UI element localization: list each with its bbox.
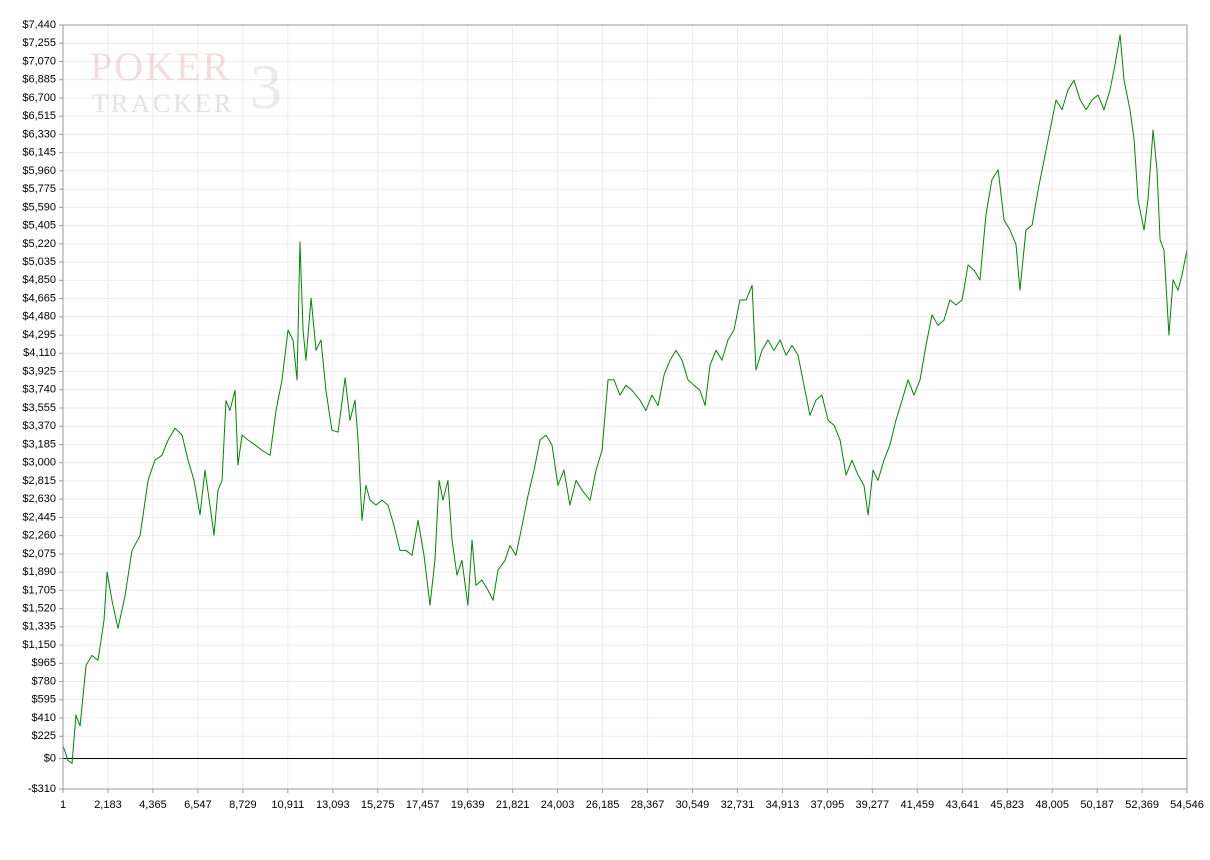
y-tick-label: $3,555 xyxy=(22,402,56,414)
x-tick-label: 19,639 xyxy=(451,799,485,811)
y-tick-label: $5,775 xyxy=(22,183,56,195)
plot-frame xyxy=(62,24,1188,790)
x-tick-label: 13,093 xyxy=(316,799,350,811)
x-tick-label: 17,457 xyxy=(406,799,440,811)
x-tick-label: 1 xyxy=(60,799,66,811)
y-tick-label: $1,520 xyxy=(22,603,56,615)
y-tick-label: $4,480 xyxy=(22,311,56,323)
x-tick-label: 4,365 xyxy=(139,799,167,811)
y-tick-label: -$310 xyxy=(28,783,56,795)
y-tick-label: $6,700 xyxy=(22,92,56,104)
x-tick-label: 28,367 xyxy=(631,799,665,811)
y-tick-label: $4,665 xyxy=(22,292,56,304)
y-tick-label: $1,890 xyxy=(22,566,56,578)
y-tick-label: $6,885 xyxy=(22,74,56,86)
x-tick-label: 45,823 xyxy=(990,799,1024,811)
y-tick-label: $4,295 xyxy=(22,329,56,341)
grid-layer xyxy=(62,24,1188,790)
x-tick-label: 32,731 xyxy=(721,799,755,811)
y-tick-label: $965 xyxy=(32,657,56,669)
x-tick-label: 48,005 xyxy=(1035,799,1069,811)
y-tick-label: $4,850 xyxy=(22,274,56,286)
y-tick-label: $1,150 xyxy=(22,639,56,651)
x-tick-label: 6,547 xyxy=(184,799,212,811)
y-tick-label: $1,335 xyxy=(22,621,56,633)
y-tick-label: $5,960 xyxy=(22,165,56,177)
y-tick-label: $5,590 xyxy=(22,201,56,213)
watermark-text: TRACKER xyxy=(92,89,234,118)
x-tick-label: 26,185 xyxy=(586,799,620,811)
x-tick-label: 30,549 xyxy=(676,799,710,811)
y-tick-label: $3,185 xyxy=(22,438,56,450)
y-tick-label: $5,220 xyxy=(22,238,56,250)
y-tick-label: $2,630 xyxy=(22,493,56,505)
y-tick-label: $2,815 xyxy=(22,475,56,487)
y-tick-label: $595 xyxy=(32,694,56,706)
y-tick-label: $7,070 xyxy=(22,55,56,67)
y-tick-label: $2,075 xyxy=(22,548,56,560)
x-tick-label: 8,729 xyxy=(229,799,257,811)
y-tick-label: $3,740 xyxy=(22,384,56,396)
y-tick-label: $2,260 xyxy=(22,530,56,542)
y-tick-label: $3,925 xyxy=(22,365,56,377)
y-tick-label: $410 xyxy=(32,712,56,724)
y-tick-label: $6,145 xyxy=(22,147,56,159)
watermark-text: 3 xyxy=(250,51,282,122)
y-tick-label: $7,440 xyxy=(22,19,56,31)
x-tick-label: 15,275 xyxy=(361,799,395,811)
watermark: POKER TRACKER 3 xyxy=(90,44,282,122)
y-tick-label: $4,110 xyxy=(23,347,56,359)
y-tick-label: $2,445 xyxy=(22,511,56,523)
y-tick-label: $6,330 xyxy=(22,128,56,140)
y-tick-label: $780 xyxy=(32,675,56,687)
x-tick-label: 50,187 xyxy=(1080,799,1114,811)
x-tick-label: 41,459 xyxy=(900,799,934,811)
y-tick-label: $5,035 xyxy=(22,256,56,268)
x-tick-label: 34,913 xyxy=(766,799,800,811)
y-tick-label: $7,255 xyxy=(22,37,56,49)
y-tick-label: $1,705 xyxy=(22,584,56,596)
x-tick-label: 24,003 xyxy=(541,799,575,811)
y-tick-label: $6,515 xyxy=(22,110,56,122)
x-tick-label: 2,183 xyxy=(94,799,122,811)
x-tick-label: 21,821 xyxy=(496,799,530,811)
x-tick-label: 54,546 xyxy=(1170,799,1204,811)
y-tick-label: $3,370 xyxy=(22,420,56,432)
x-tick-label: 10,911 xyxy=(271,799,304,811)
label-layer: -$310 $0 $225 $410 $595 $780 $965 $1,150 $1,335 $… xyxy=(22,19,1203,811)
x-tick-label: 39,277 xyxy=(856,799,890,811)
y-tick-label: $0 xyxy=(44,752,56,764)
y-tick-label: $225 xyxy=(32,730,56,742)
watermark-text: POKER xyxy=(90,44,231,89)
y-tick-label: $5,405 xyxy=(22,220,56,232)
x-tick-label: 37,095 xyxy=(811,799,845,811)
x-tick-label: 43,641 xyxy=(945,799,979,811)
y-tick-label: $3,000 xyxy=(22,457,56,469)
x-tick-label: 52,369 xyxy=(1125,799,1159,811)
data-layer xyxy=(62,34,1188,764)
line-series xyxy=(62,34,1188,764)
